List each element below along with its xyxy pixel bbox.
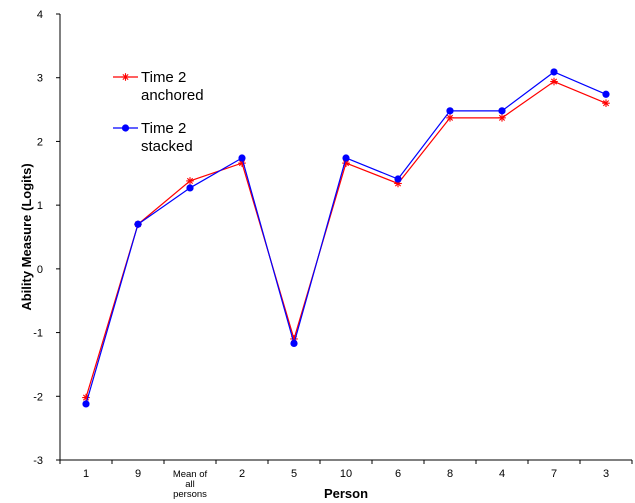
x-tick-label-line: all [185,479,195,490]
x-tick-label-line: 8 [447,468,453,480]
x-tick-label-line: 5 [291,468,297,480]
asterisk-stroke [446,114,454,121]
y-tick-label: -2 [33,391,43,403]
y-tick-label: -3 [33,455,43,467]
x-tick-label-line: 4 [499,468,505,480]
asterisk-stroke [602,100,610,107]
y-axis-title: Ability Measure (Logits) [19,163,34,310]
x-tick-label: 3 [603,468,609,480]
data-point [602,99,610,107]
x-tick-label: 5 [291,468,297,480]
x-tick-label: Mean of all persons [173,469,208,500]
legend-label-line: Time 2 [141,120,186,137]
data-point [446,114,454,122]
data-point [134,220,142,228]
x-tick-label: 2 [239,468,245,480]
y-tick-label: -1 [33,328,43,340]
x-tick-label: 10 [340,468,352,480]
y-tick-label: 3 [37,73,43,85]
data-point [238,154,246,162]
x-tick-label-line: 9 [135,468,141,480]
x-tick-label-line: 1 [83,468,89,480]
x-tick-label-line: 2 [239,468,245,480]
data-point [290,339,298,348]
x-tick-label-line: 3 [603,468,609,480]
data-point [394,175,402,183]
data-point [82,400,90,408]
legend-label-line: anchored [141,87,204,104]
asterisk-stroke [122,73,129,81]
asterisk-stroke [186,177,194,184]
y-tick-label: 4 [37,9,43,21]
data-point [550,68,558,76]
legend-label: Time 2 anchored [141,69,204,104]
x-tick-label: 7 [551,468,557,480]
y-tick-label: 1 [37,200,43,212]
x-tick-label-line: 7 [551,468,557,480]
legend-label-line: Time 2 [141,69,186,86]
data-point [186,184,194,192]
asterisk-stroke [238,160,246,167]
data-point [498,114,506,122]
y-ticks: -3 -2 -1 0 1 2 3 4 [33,9,60,467]
x-tick-label: 1 [83,468,89,480]
x-tick-label: 9 [135,468,141,480]
x-tick-label-line: 6 [395,468,401,480]
x-tick-label-line: Mean of [173,469,208,480]
data-point [602,90,610,98]
x-tick-label-line: 10 [340,468,352,480]
data-point [186,177,194,185]
x-tick-label: 8 [447,468,453,480]
legend-label: Time 2 stacked [141,120,193,155]
x-tick-label-line: persons [173,489,207,500]
y-tick-label: 0 [37,264,43,276]
x-ticks: 1 9 Mean of all persons 2 5 10 6 8 4 7 3 [59,460,633,500]
legend-label-line: stacked [141,138,193,155]
asterisk-stroke [498,114,506,121]
series-group [82,68,610,408]
legend-marker [121,124,130,132]
asterisk-stroke [550,78,558,85]
axes [59,14,632,461]
data-point [446,107,454,115]
x-tick-label: 4 [499,468,505,480]
x-tick-label: 6 [395,468,401,480]
y-tick-label: 2 [37,136,43,148]
data-point [550,77,558,86]
data-point [498,107,506,115]
data-point [342,154,350,162]
legend-marker [121,73,130,81]
x-axis-title: Person [324,486,368,501]
